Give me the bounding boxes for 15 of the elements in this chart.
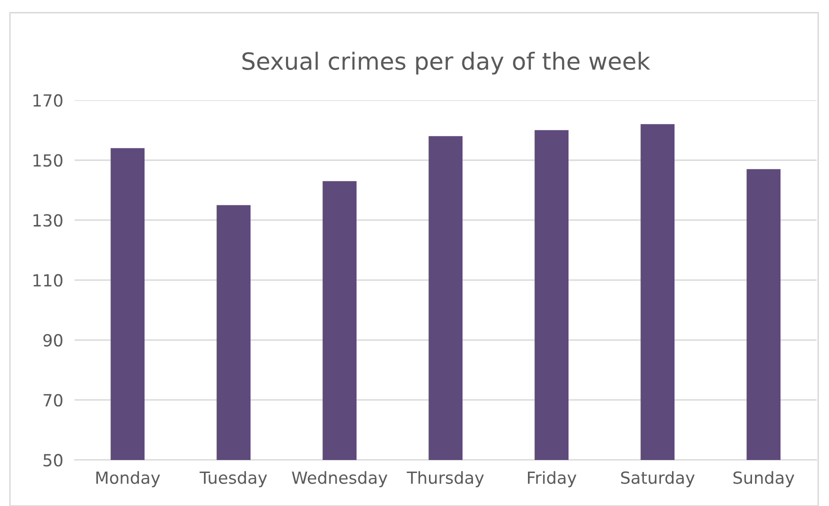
y-tick-label: 90 [43, 334, 62, 347]
x-tick-label: Saturday [621, 471, 695, 488]
y-tick-label: 130 [34, 214, 62, 227]
x-tick-label: Sunday [733, 471, 794, 488]
y-tick-label: 170 [34, 94, 62, 107]
y-tick-label: 50 [44, 454, 62, 467]
y-tick-label: 70 [44, 394, 62, 407]
x-tick-label: Thursday [406, 471, 484, 488]
y-tick-label: 110 [34, 274, 62, 287]
x-tick-label: Tuesday [200, 471, 268, 488]
chart-title: Sexual crimes per day of the week [242, 52, 650, 75]
x-tick-label: Wednesday [292, 471, 388, 488]
x-tick-label: Monday [96, 471, 160, 488]
y-tick-label: 150 [34, 154, 62, 167]
x-tick-label: Friday [528, 471, 576, 488]
